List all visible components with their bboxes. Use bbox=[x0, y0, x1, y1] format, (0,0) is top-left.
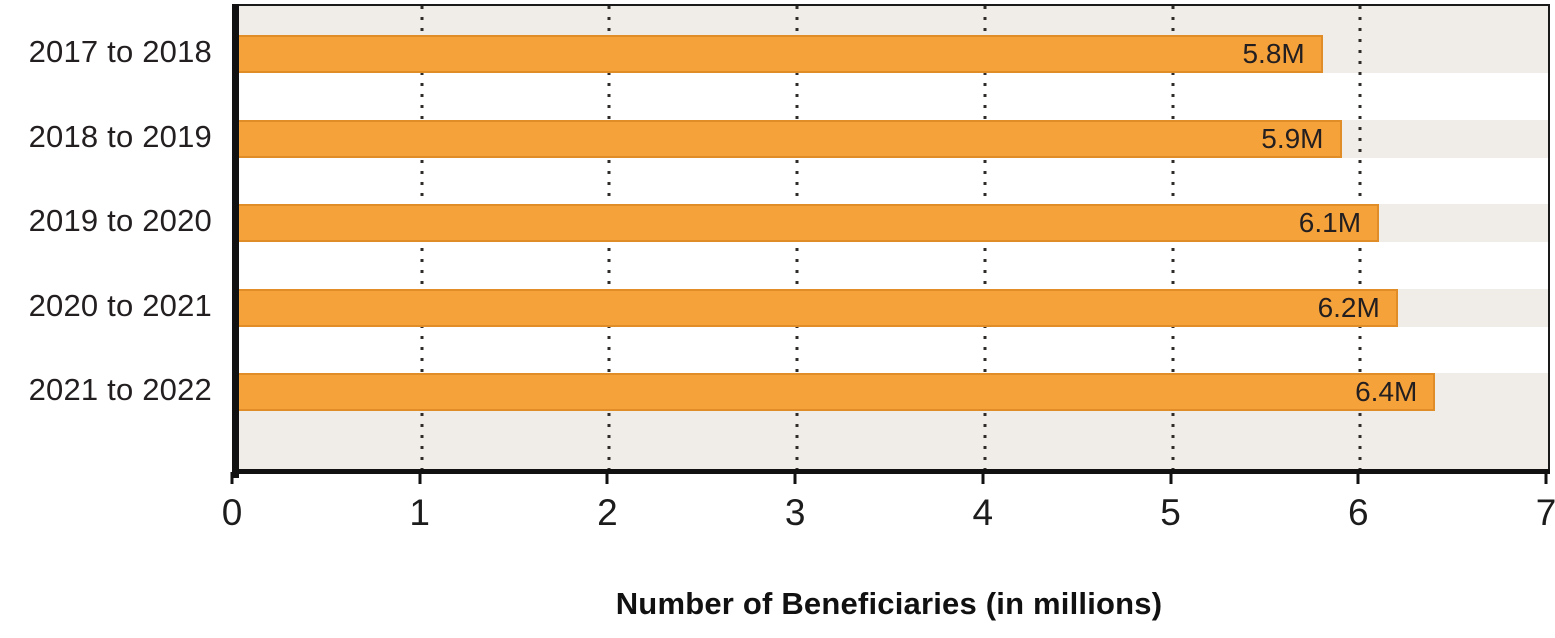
x-tick-mark bbox=[230, 472, 234, 484]
x-tick-mark bbox=[418, 472, 422, 484]
plot-stripe bbox=[234, 242, 1548, 289]
category-label: 2017 to 2018 bbox=[28, 34, 212, 69]
bar-value-label: 5.9M bbox=[1261, 122, 1324, 154]
plot-stripe bbox=[234, 157, 1548, 204]
x-axis-title: Number of Beneficiaries (in millions) bbox=[615, 586, 1163, 621]
x-tick-label: 5 bbox=[1160, 492, 1181, 533]
bar: 6.1M bbox=[234, 204, 1380, 242]
plot-area: 5.8M 5.9M 6.1M 6.2M 6.4M bbox=[232, 4, 1550, 478]
bar: 5.9M bbox=[234, 119, 1342, 158]
x-tick-mark bbox=[1356, 472, 1360, 484]
bar: 6.4M bbox=[234, 373, 1436, 411]
y-axis-line bbox=[232, 4, 239, 478]
category-label: 2020 to 2021 bbox=[28, 287, 212, 323]
x-tick-label: 4 bbox=[972, 492, 994, 533]
x-axis-ticks: 0 1 2 3 4 5 6 7 bbox=[222, 470, 1555, 555]
category-label: 2019 to 2020 bbox=[28, 203, 212, 238]
y-axis-labels: 2017 to 2018 2018 to 2019 2019 to 2020 2020… bbox=[0, 4, 222, 470]
bar-value-label: 5.8M bbox=[1242, 38, 1305, 69]
plot-stripe bbox=[234, 73, 1548, 120]
plot-stripe bbox=[234, 326, 1548, 373]
x-tick-label: 6 bbox=[1347, 492, 1369, 533]
x-tick-mark bbox=[605, 472, 609, 484]
x-tick-label: 2 bbox=[597, 492, 618, 533]
category-label: 2018 to 2019 bbox=[28, 118, 212, 154]
bar-value-label: 6.2M bbox=[1317, 291, 1380, 323]
x-tick-mark bbox=[1544, 472, 1548, 484]
x-tick-label: 7 bbox=[1535, 492, 1555, 533]
bar-value-label: 6.4M bbox=[1355, 376, 1418, 407]
x-tick-label: 1 bbox=[409, 492, 430, 533]
x-tick-label: 3 bbox=[784, 492, 806, 533]
x-tick-label: 0 bbox=[221, 492, 243, 533]
x-tick-mark bbox=[793, 472, 797, 484]
bar-value-label: 6.1M bbox=[1298, 207, 1362, 238]
x-tick-mark bbox=[1169, 472, 1173, 484]
x-axis-line bbox=[232, 469, 1550, 474]
bar: 6.2M bbox=[234, 288, 1398, 327]
x-tick-mark bbox=[981, 472, 985, 484]
bar: 5.8M bbox=[234, 35, 1323, 73]
category-label: 2021 to 2022 bbox=[28, 372, 212, 407]
